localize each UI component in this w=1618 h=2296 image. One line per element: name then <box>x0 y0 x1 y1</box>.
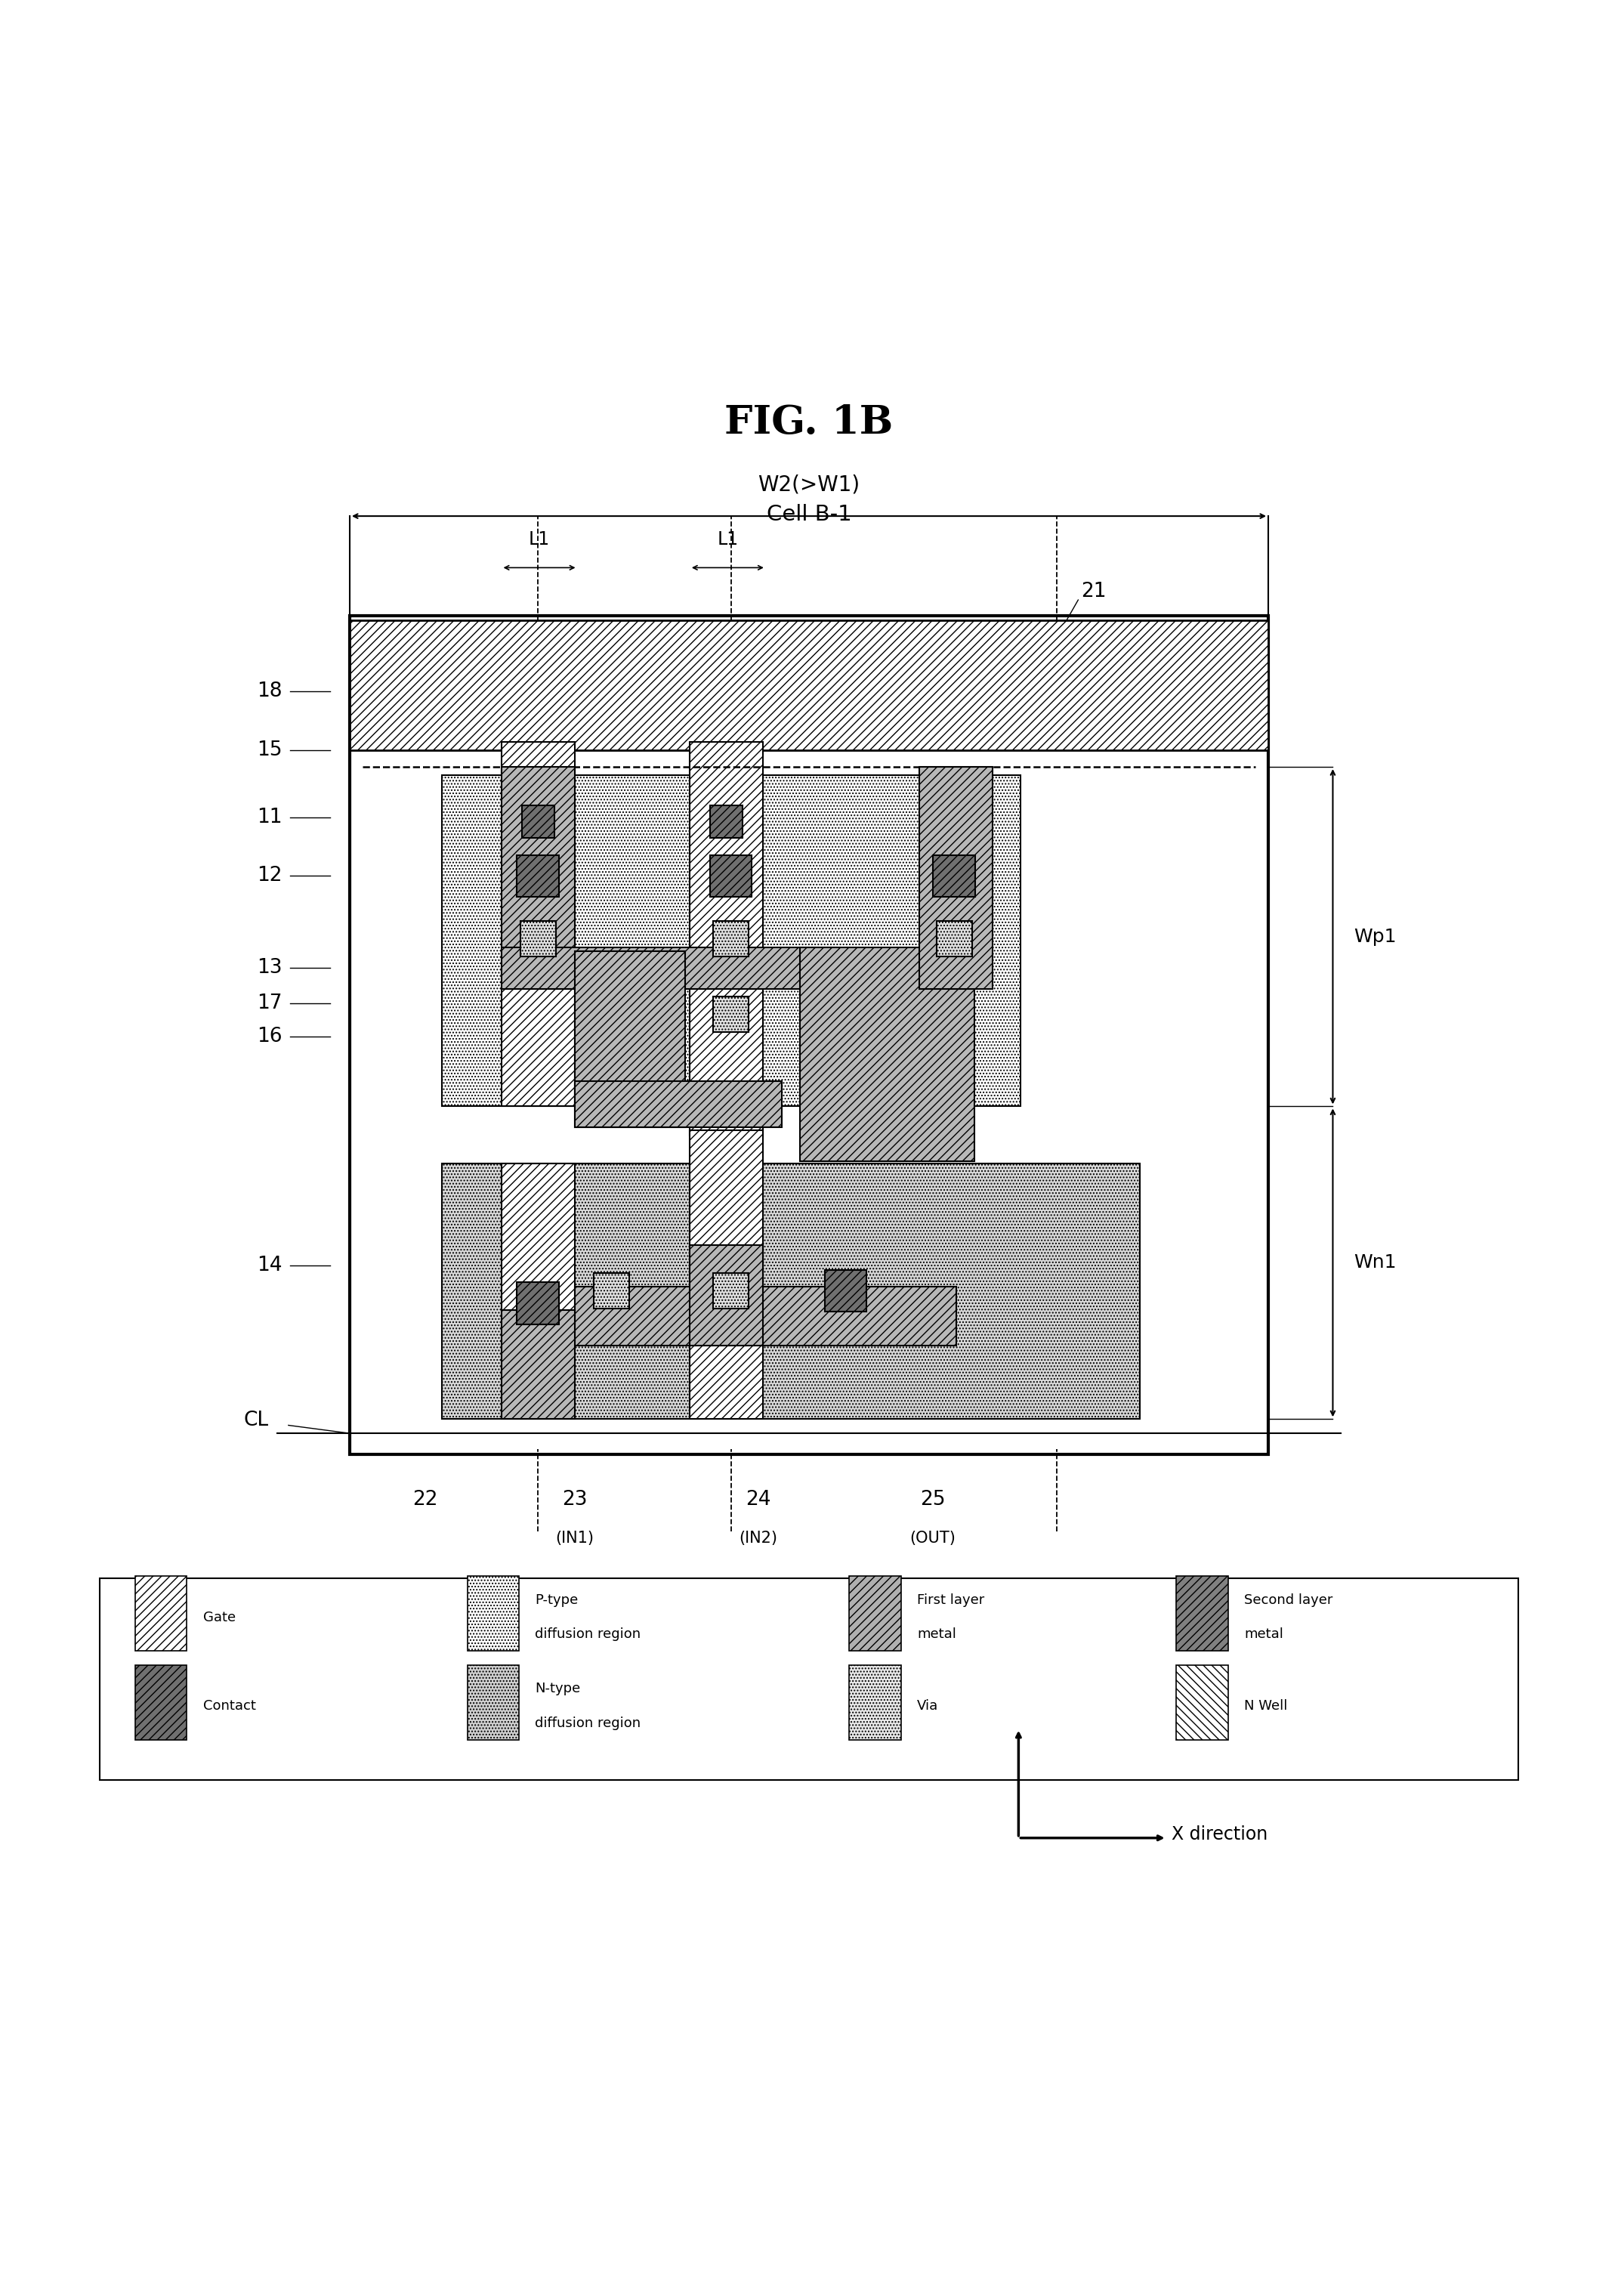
Bar <box>502 767 574 990</box>
Bar <box>799 948 974 1162</box>
Bar <box>849 1575 901 1651</box>
Bar <box>502 1164 574 1419</box>
Text: X direction: X direction <box>1171 1825 1269 1844</box>
Bar <box>714 996 749 1031</box>
Bar <box>468 1665 519 1740</box>
Text: N-type: N-type <box>536 1683 581 1694</box>
Bar <box>1176 1665 1228 1740</box>
Bar <box>442 776 1021 1107</box>
Bar <box>689 1130 764 1419</box>
Bar <box>710 806 743 838</box>
Bar <box>849 1665 901 1740</box>
Bar <box>689 742 764 1137</box>
Text: P-type: P-type <box>536 1593 578 1607</box>
Bar <box>714 921 749 957</box>
Text: (OUT): (OUT) <box>909 1531 956 1545</box>
Text: Wn1: Wn1 <box>1354 1254 1396 1272</box>
Text: 21: 21 <box>1081 581 1107 602</box>
Text: Y direction: Y direction <box>1027 1697 1123 1715</box>
Text: 23: 23 <box>561 1490 587 1508</box>
Text: Via: Via <box>917 1699 938 1713</box>
Bar <box>919 767 993 990</box>
Text: metal: metal <box>917 1628 956 1642</box>
Text: diffusion region: diffusion region <box>536 1717 641 1729</box>
Text: 14: 14 <box>257 1256 282 1277</box>
Bar <box>521 921 555 957</box>
Text: FIG. 1B: FIG. 1B <box>725 404 893 441</box>
Bar <box>937 921 972 957</box>
Bar <box>714 1272 749 1309</box>
Text: 25: 25 <box>921 1490 945 1508</box>
Text: N Well: N Well <box>1244 1699 1288 1713</box>
Text: (IN2): (IN2) <box>739 1531 778 1545</box>
Bar <box>523 806 553 838</box>
Bar <box>502 742 574 1107</box>
Bar <box>574 1286 956 1345</box>
Text: 15: 15 <box>257 739 282 760</box>
Bar <box>100 1577 1518 1779</box>
Text: Gate: Gate <box>202 1609 236 1623</box>
Bar <box>574 1081 781 1127</box>
Text: L1: L1 <box>529 530 550 549</box>
Text: 12: 12 <box>257 866 282 886</box>
Bar <box>354 620 1264 1449</box>
Bar <box>136 1575 188 1651</box>
Text: Cell B-1: Cell B-1 <box>767 503 851 526</box>
Text: W2(>W1): W2(>W1) <box>757 473 861 496</box>
Text: 16: 16 <box>257 1026 282 1047</box>
Bar <box>518 854 558 898</box>
Bar <box>518 1283 558 1325</box>
Text: (IN1): (IN1) <box>555 1531 594 1545</box>
Bar <box>825 1270 867 1311</box>
Text: 11: 11 <box>257 808 282 827</box>
Bar <box>468 1575 519 1651</box>
Bar <box>442 1164 1139 1419</box>
Bar <box>710 854 752 898</box>
Text: 18: 18 <box>257 682 282 700</box>
Bar <box>1176 1575 1228 1651</box>
Text: 13: 13 <box>257 957 282 978</box>
Bar <box>502 1311 574 1419</box>
Text: CL: CL <box>244 1410 269 1430</box>
Text: L1: L1 <box>717 530 738 549</box>
Text: metal: metal <box>1244 1628 1283 1642</box>
Text: 24: 24 <box>746 1490 772 1508</box>
Bar <box>349 615 1269 1453</box>
Text: Contact: Contact <box>202 1699 256 1713</box>
Bar <box>934 854 976 898</box>
Text: 17: 17 <box>257 994 282 1013</box>
Text: Second layer: Second layer <box>1244 1593 1333 1607</box>
Bar <box>594 1272 629 1309</box>
Text: Wp1: Wp1 <box>1354 928 1396 946</box>
Bar <box>502 948 837 990</box>
Bar <box>136 1665 188 1740</box>
Text: 22: 22 <box>413 1490 437 1508</box>
Bar <box>574 951 684 1127</box>
Text: First layer: First layer <box>917 1593 984 1607</box>
Bar <box>689 1244 764 1345</box>
Text: diffusion region: diffusion region <box>536 1628 641 1642</box>
Bar <box>349 620 1269 751</box>
